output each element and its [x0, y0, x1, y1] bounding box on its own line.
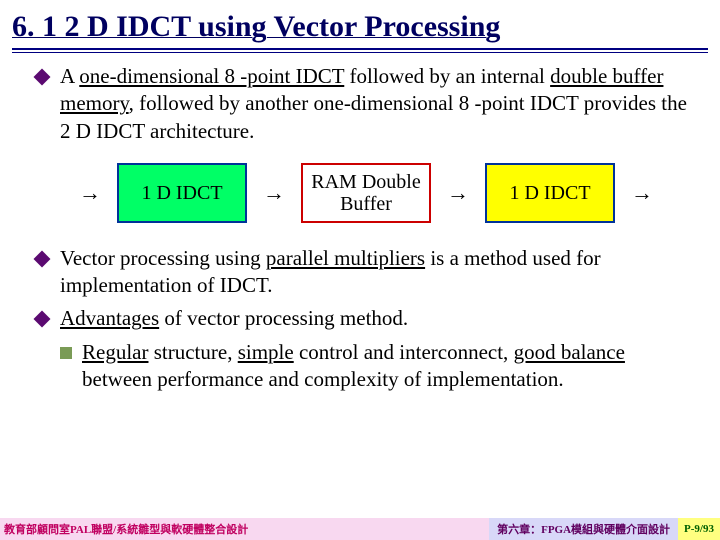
bullet-3-text: Advantages of vector processing method. — [60, 305, 408, 332]
bullet-1: A one-dimensional 8 -point IDCT followed… — [36, 63, 696, 145]
bullet-3a-text: Regular structure, simple control and in… — [82, 339, 696, 394]
bullet-2-text: Vector processing using parallel multipl… — [60, 245, 696, 300]
footer-page: P-9/93 — [678, 518, 720, 540]
title-rule — [12, 48, 708, 53]
slide-title: 6. 1 2 D IDCT using Vector Processing — [0, 0, 720, 48]
box-ram-buffer: RAM Double Buffer — [301, 163, 431, 223]
square-icon — [60, 347, 72, 359]
box-idct-1: 1 D IDCT — [117, 163, 247, 223]
bullet-1-text: A one-dimensional 8 -point IDCT followed… — [60, 63, 696, 145]
bullet-3: Advantages of vector processing method. — [36, 305, 696, 332]
bullet-2: Vector processing using parallel multipl… — [36, 245, 696, 300]
arrow-icon: → — [79, 180, 101, 206]
diamond-icon — [34, 250, 51, 267]
diamond-icon — [34, 69, 51, 86]
footer-mid: 第六章：FPGA模組與硬體介面設計 — [489, 518, 678, 540]
diamond-icon — [34, 311, 51, 328]
arrow-icon: → — [631, 180, 653, 206]
footer-left: 教育部顧問室PAL聯盟/系統雛型與軟硬體整合設計 — [0, 518, 489, 540]
bullet-3a: Regular structure, simple control and in… — [60, 339, 696, 394]
footer: 教育部顧問室PAL聯盟/系統雛型與軟硬體整合設計 第六章：FPGA模組與硬體介面… — [0, 518, 720, 540]
arrow-icon: → — [263, 180, 285, 206]
box-idct-2: 1 D IDCT — [485, 163, 615, 223]
arrow-icon: → — [447, 180, 469, 206]
content-area: A one-dimensional 8 -point IDCT followed… — [0, 63, 720, 393]
block-diagram: → 1 D IDCT → RAM Double Buffer → 1 D IDC… — [36, 163, 696, 223]
